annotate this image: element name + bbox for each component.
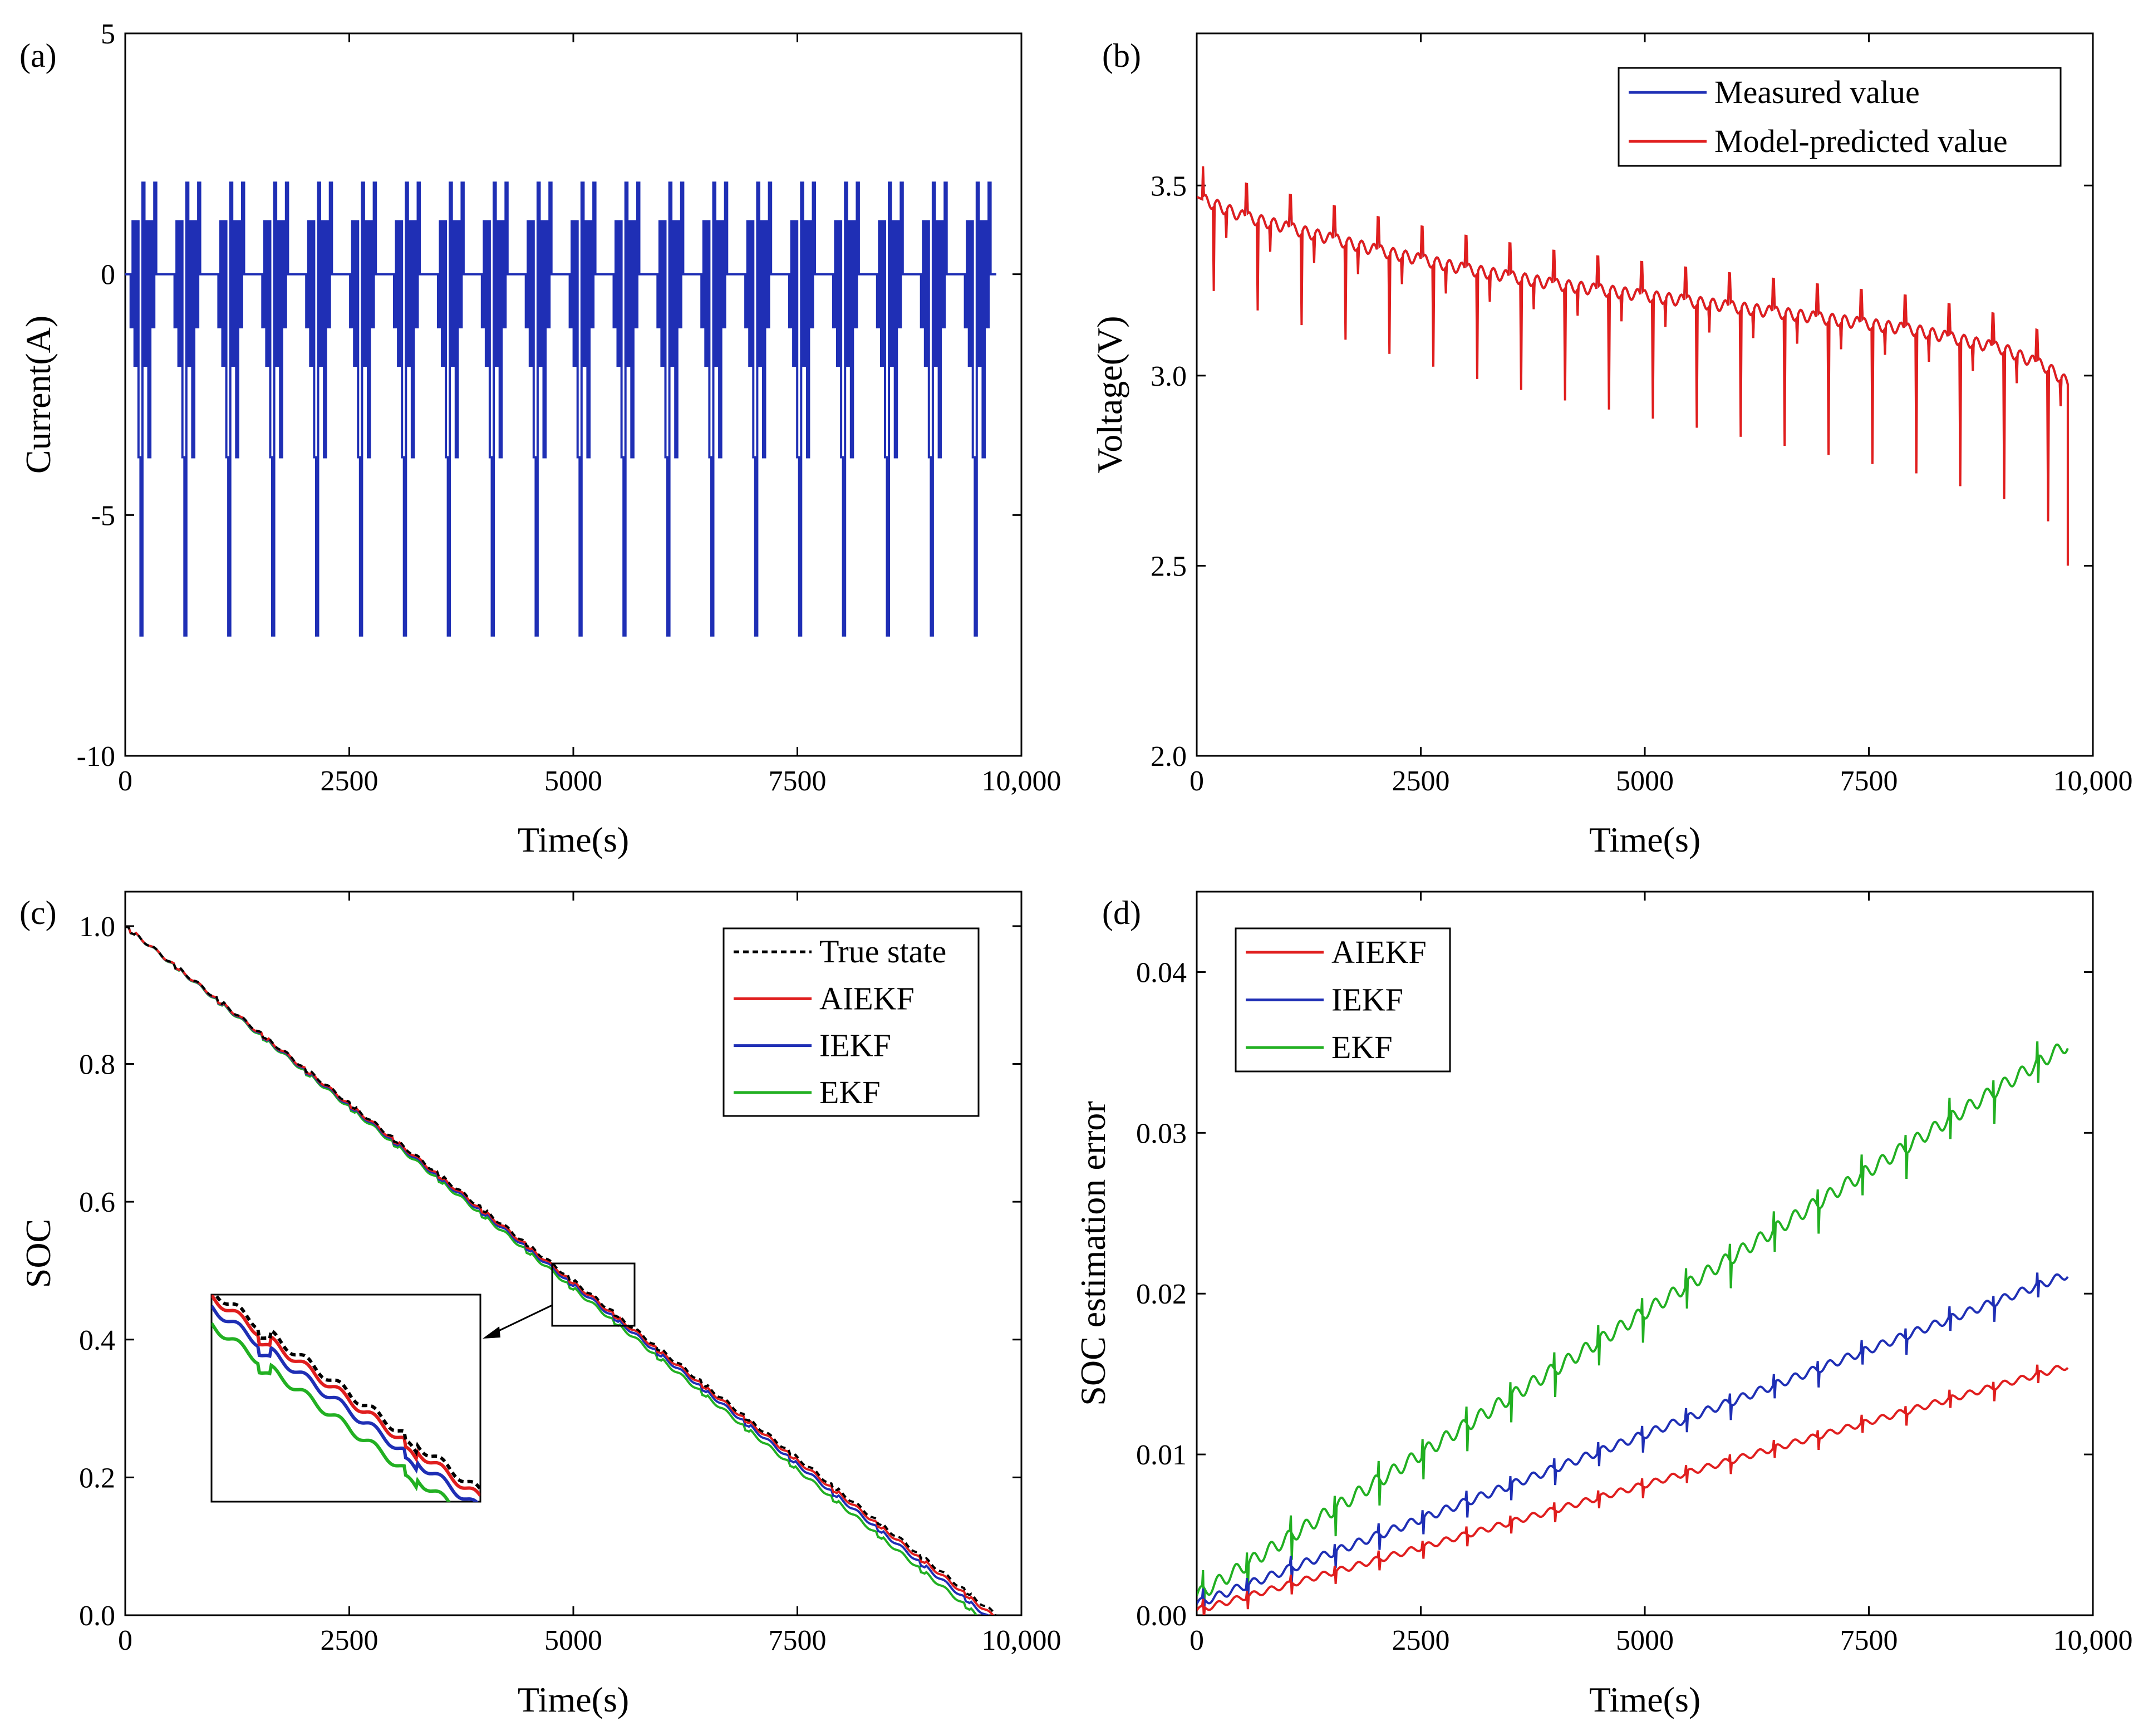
x-tick-label: 5000 — [1616, 765, 1674, 797]
y-tick-label: -5 — [91, 500, 115, 532]
x-tick-label: 7500 — [769, 765, 827, 797]
legend: AIEKF IEKF EKF — [1235, 927, 1451, 1073]
y-axis-title: SOC estimation error — [1073, 1101, 1113, 1405]
legend-box — [1618, 67, 2062, 167]
x-axis-title: Time(s) — [518, 820, 629, 859]
x-tick-label: 10,000 — [982, 765, 1061, 797]
inset-line-ekf — [212, 1322, 451, 1502]
y-axis-title: Voltage(V) — [1090, 316, 1129, 473]
inset-line-aiekf — [212, 1295, 480, 1497]
x-tick-label: 0 — [1189, 765, 1204, 797]
legend-label: EKF — [1331, 1029, 1393, 1065]
y-tick-label: 0.8 — [79, 1049, 115, 1081]
x-tick-label: 7500 — [769, 1625, 827, 1656]
axes-a: 0 2500 5000 7500 10,000 -10 -5 0 5 Time(s) Current… — [18, 18, 1061, 859]
y-tick-label: 5 — [101, 18, 115, 50]
plot-frame — [124, 32, 1023, 757]
legend: True state AIEKF IEKF EKF — [722, 927, 980, 1117]
legend-label: AIEKF — [1331, 934, 1427, 970]
y-tick-label: 3.0 — [1151, 361, 1187, 392]
x-tick-label: 2500 — [321, 765, 379, 797]
panel-label: (b) — [1102, 37, 1141, 74]
x-tick-label: 2500 — [321, 1625, 379, 1656]
y-tick-label: 2.0 — [1151, 741, 1187, 773]
y-tick-label: 0.4 — [79, 1325, 115, 1356]
series-line-measured — [1197, 173, 2069, 402]
y-tick-label: 0.04 — [1136, 957, 1187, 989]
y-tick-label: 0.6 — [79, 1187, 115, 1218]
x-tick-label: 0 — [1189, 1625, 1204, 1656]
panel-label: (a) — [19, 37, 57, 74]
series-line-iekf — [1197, 1272, 2069, 1615]
series-line-ekf — [1197, 1041, 2069, 1615]
x-tick-label: 10,000 — [982, 1625, 1061, 1656]
y-tick-label: 3.5 — [1151, 170, 1187, 202]
series-line-predicted — [1197, 166, 2069, 566]
inset-line-true-state — [213, 1295, 480, 1491]
legend: Measured value Model-predicted value — [1618, 67, 2062, 167]
legend-label: Model-predicted value — [1714, 123, 2008, 159]
x-tick-label: 5000 — [544, 1625, 602, 1656]
x-tick-label: 5000 — [1616, 1625, 1674, 1656]
legend-label: True state — [819, 933, 946, 970]
legend-label: EKF — [819, 1074, 881, 1110]
axes-c: 0 2500 5000 7500 10,000 0.0 0.2 0.4 0.6 0.8 1.0 Tim… — [18, 891, 1061, 1719]
y-tick-label: 2.5 — [1151, 550, 1187, 582]
y-axis-title: SOC — [18, 1219, 58, 1289]
series-line-aiekf — [1197, 1364, 2069, 1615]
y-tick-label: 0.01 — [1136, 1439, 1187, 1471]
x-tick-label: 0 — [118, 1625, 132, 1656]
axes-d: 0 2500 5000 7500 10,000 0.00 0.01 0.02 0.03 0.04 T… — [1073, 891, 2133, 1719]
y-axis-title: Current(A) — [18, 316, 58, 474]
y-tick-label: 0 — [101, 259, 115, 291]
x-tick-label: 5000 — [544, 765, 602, 797]
zoom-arrow-head — [483, 1326, 500, 1339]
x-tick-label: 0 — [118, 765, 132, 797]
x-tick-label: 10,000 — [2053, 1625, 2133, 1656]
x-tick-label: 2500 — [1392, 1625, 1450, 1656]
legend-label: IEKF — [1331, 982, 1403, 1018]
x-tick-label: 10,000 — [2053, 765, 2133, 797]
axes-b: 0 2500 5000 7500 10,000 2.0 2.5 3.0 3.5 Time(s) Vo… — [1090, 32, 2133, 859]
y-tick-label: 0.0 — [79, 1600, 115, 1632]
x-tick-label: 7500 — [1840, 765, 1898, 797]
y-tick-label: 0.00 — [1136, 1600, 1187, 1632]
y-tick-label: 0.03 — [1136, 1118, 1187, 1149]
series-line-current — [125, 181, 996, 637]
y-tick-label: -10 — [77, 741, 115, 773]
x-axis-title: Time(s) — [1589, 1680, 1700, 1719]
legend-box — [722, 927, 980, 1117]
x-axis-title: Time(s) — [518, 1680, 629, 1719]
x-tick-label: 7500 — [1840, 1625, 1898, 1656]
y-tick-label: 0.02 — [1136, 1278, 1187, 1310]
series-line-true-state — [125, 925, 997, 1615]
x-tick-label: 2500 — [1392, 765, 1450, 797]
legend-label: Measured value — [1714, 74, 1920, 110]
inset-line-iekf — [212, 1305, 479, 1502]
x-axis-title: Time(s) — [1589, 820, 1700, 859]
legend-label: AIEKF — [819, 980, 915, 1016]
y-tick-label: 0.2 — [79, 1462, 115, 1494]
panel-label: (c) — [19, 894, 57, 931]
zoom-region-box — [551, 1262, 636, 1327]
y-tick-label: 1.0 — [79, 911, 115, 943]
legend-label: IEKF — [819, 1027, 891, 1064]
panel-label: (d) — [1102, 894, 1141, 931]
